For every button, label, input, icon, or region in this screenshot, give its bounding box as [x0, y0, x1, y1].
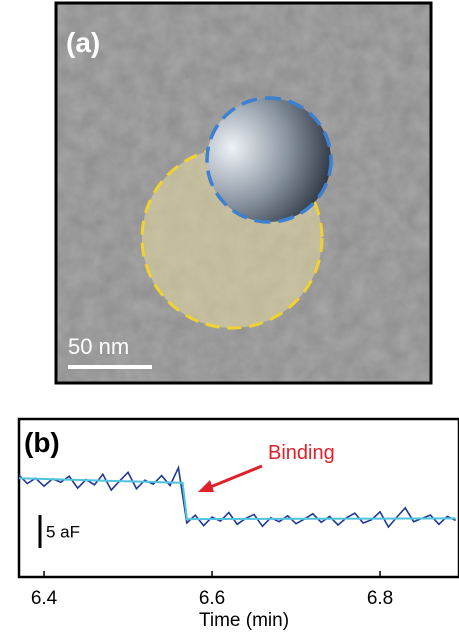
trace: [19, 477, 456, 521]
annotation: Binding: [268, 442, 335, 464]
arrow-head: [198, 480, 214, 492]
plot-border: [17, 417, 459, 579]
plot-lines: [19, 465, 456, 529]
y-scale-bar-label: 5 aF: [46, 523, 80, 542]
x-axis-label: Time (min): [199, 610, 289, 631]
panel-b: (b) Binding Time (min): [17, 417, 459, 631]
panel-a-border: [54, 1, 433, 385]
panel-label: (b): [24, 427, 60, 458]
panel-a: (a) 50 nm: [54, 1, 433, 385]
x-tick-label: 6.8: [367, 588, 393, 609]
trace: [19, 465, 456, 529]
x-tick-label: 6.4: [31, 588, 58, 609]
scale-bar-label: 50 nm: [68, 334, 129, 359]
panel-label: (a): [66, 27, 100, 58]
annotation-arrow: [207, 464, 263, 490]
x-tick-label: 6.6: [199, 588, 225, 609]
blue-region: [205, 96, 333, 224]
